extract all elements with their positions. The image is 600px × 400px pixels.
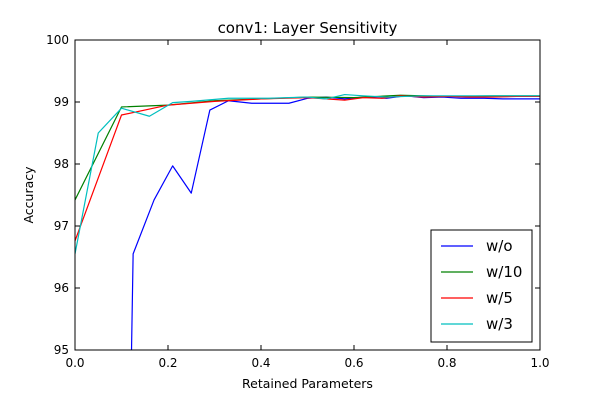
ticks-layer: 0.0 0.2 0.4 0.6 0.8 1.0 95 96 97 98 99 100 (46, 33, 549, 370)
axes-frame (74, 39, 541, 351)
series-layer (75, 93, 540, 350)
y-tick-label: 99 (54, 95, 69, 109)
x-axis-title: Retained Parameters (242, 376, 373, 391)
x-tick-label: 0.0 (65, 356, 84, 370)
legend-label: w/o (486, 237, 513, 255)
series-line-w-5 (75, 95, 540, 242)
y-tick-label: 97 (54, 219, 69, 233)
series-line-w-3 (75, 93, 540, 255)
legend-label: w/10 (486, 263, 522, 281)
legend-label: w/5 (486, 289, 513, 307)
chart-title: conv1: Layer Sensitivity (218, 19, 398, 37)
y-tick-label: 98 (54, 157, 69, 171)
legend-box (430, 229, 533, 343)
x-tick-label: 0.6 (344, 356, 363, 370)
x-tick-label: 0.8 (437, 356, 456, 370)
legend-label: w/3 (486, 315, 513, 333)
legend: w/o w/10 w/5 w/3 (430, 229, 533, 343)
y-tick-label: 95 (54, 343, 69, 357)
x-tick-label: 0.4 (251, 356, 270, 370)
y-tick-label: 100 (46, 33, 69, 47)
x-tick-label: 1.0 (530, 356, 549, 370)
y-tick-label: 96 (54, 281, 69, 295)
x-tick-label: 0.2 (158, 356, 177, 370)
y-axis-title: Accuracy (21, 166, 36, 224)
